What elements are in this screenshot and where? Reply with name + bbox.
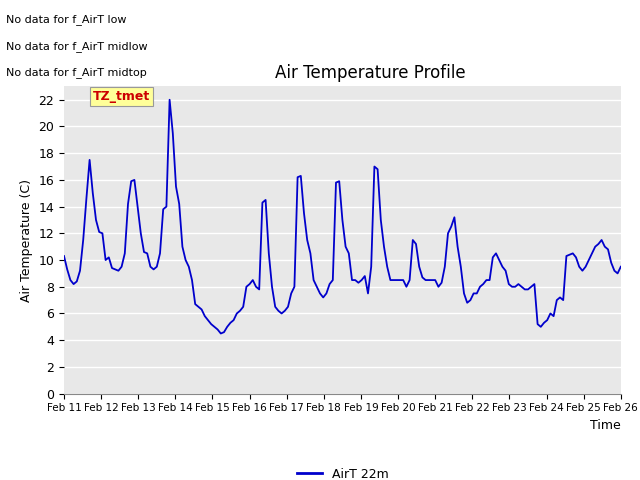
Text: TZ_tmet: TZ_tmet: [93, 90, 150, 103]
Text: No data for f_AirT low: No data for f_AirT low: [6, 14, 127, 25]
Text: No data for f_AirT midtop: No data for f_AirT midtop: [6, 67, 147, 78]
Y-axis label: Air Temperature (C): Air Temperature (C): [20, 179, 33, 301]
Title: Air Temperature Profile: Air Temperature Profile: [275, 64, 465, 82]
Legend: AirT 22m: AirT 22m: [292, 463, 393, 480]
Text: No data for f_AirT midlow: No data for f_AirT midlow: [6, 41, 148, 52]
X-axis label: Time: Time: [590, 419, 621, 432]
